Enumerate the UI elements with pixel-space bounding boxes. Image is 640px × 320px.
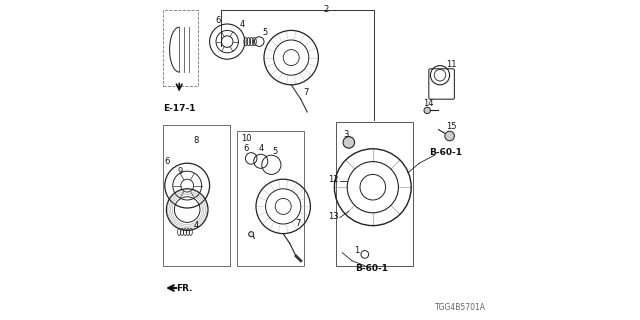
Text: E-17-1: E-17-1 — [164, 104, 196, 113]
Text: 12: 12 — [328, 175, 339, 184]
Text: 4: 4 — [193, 221, 199, 230]
Text: 8: 8 — [193, 136, 199, 145]
Text: 14: 14 — [424, 99, 434, 108]
Bar — [163, 10, 198, 86]
Text: 3: 3 — [343, 130, 348, 139]
Text: 5: 5 — [262, 28, 268, 36]
Text: 2: 2 — [323, 5, 329, 14]
Circle shape — [445, 131, 454, 141]
Text: 6: 6 — [216, 16, 221, 25]
Bar — [336, 122, 413, 266]
Text: 10: 10 — [241, 134, 252, 143]
Text: 4: 4 — [240, 20, 245, 28]
Circle shape — [343, 137, 355, 148]
Text: 1: 1 — [354, 246, 359, 255]
Text: 11: 11 — [447, 60, 457, 68]
Text: 5: 5 — [273, 147, 278, 156]
Circle shape — [248, 232, 253, 237]
Text: 13: 13 — [328, 212, 339, 221]
Text: 6: 6 — [243, 144, 248, 153]
Bar — [237, 131, 304, 266]
Text: FR.: FR. — [176, 284, 192, 293]
Bar — [163, 125, 230, 266]
Text: 7: 7 — [295, 220, 300, 228]
Text: 7: 7 — [303, 88, 308, 97]
Text: 9: 9 — [177, 167, 182, 176]
Circle shape — [424, 107, 430, 114]
Text: 15: 15 — [447, 122, 457, 131]
Text: B-60-1: B-60-1 — [429, 148, 462, 157]
Text: 4: 4 — [258, 144, 264, 153]
Text: TGG4B5701A: TGG4B5701A — [435, 303, 486, 312]
Text: 6: 6 — [164, 157, 170, 166]
Text: B-60-1: B-60-1 — [355, 264, 388, 273]
